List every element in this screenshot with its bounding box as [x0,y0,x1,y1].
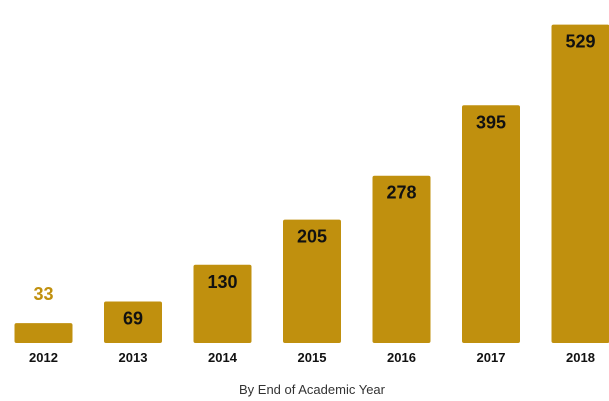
x-tick-label-2015: 2015 [298,350,327,365]
x-axis-title: By End of Academic Year [239,382,386,397]
x-tick-label-2012: 2012 [29,350,58,365]
bar-2018 [551,24,609,343]
x-tick-label-2016: 2016 [387,350,416,365]
bar-2016 [372,175,431,343]
data-label-2018: 529 [565,32,595,52]
data-label-2017: 395 [476,112,506,132]
data-label-2014: 130 [207,272,237,292]
bar-2013 [104,301,162,343]
x-tick-label-2017: 2017 [477,350,506,365]
bar-2015 [283,219,341,343]
bar-2014 [193,264,252,343]
x-tick-label-2018: 2018 [566,350,595,365]
x-tick-labels-layer: 2012 2013 2014 2015 2016 2017 2018 [29,350,595,365]
bar-2017 [462,105,520,343]
data-label-2015: 205 [297,227,327,247]
data-label-2016: 278 [386,183,416,203]
x-tick-label-2014: 2014 [208,350,238,365]
data-label-2013: 69 [123,309,143,329]
x-tick-label-2013: 2013 [119,350,148,365]
bar-2012 [14,323,73,343]
data-labels-layer: 33 69 130 205 278 395 529 [33,32,595,329]
data-label-2012: 33 [33,284,53,304]
bars-layer [14,24,609,343]
